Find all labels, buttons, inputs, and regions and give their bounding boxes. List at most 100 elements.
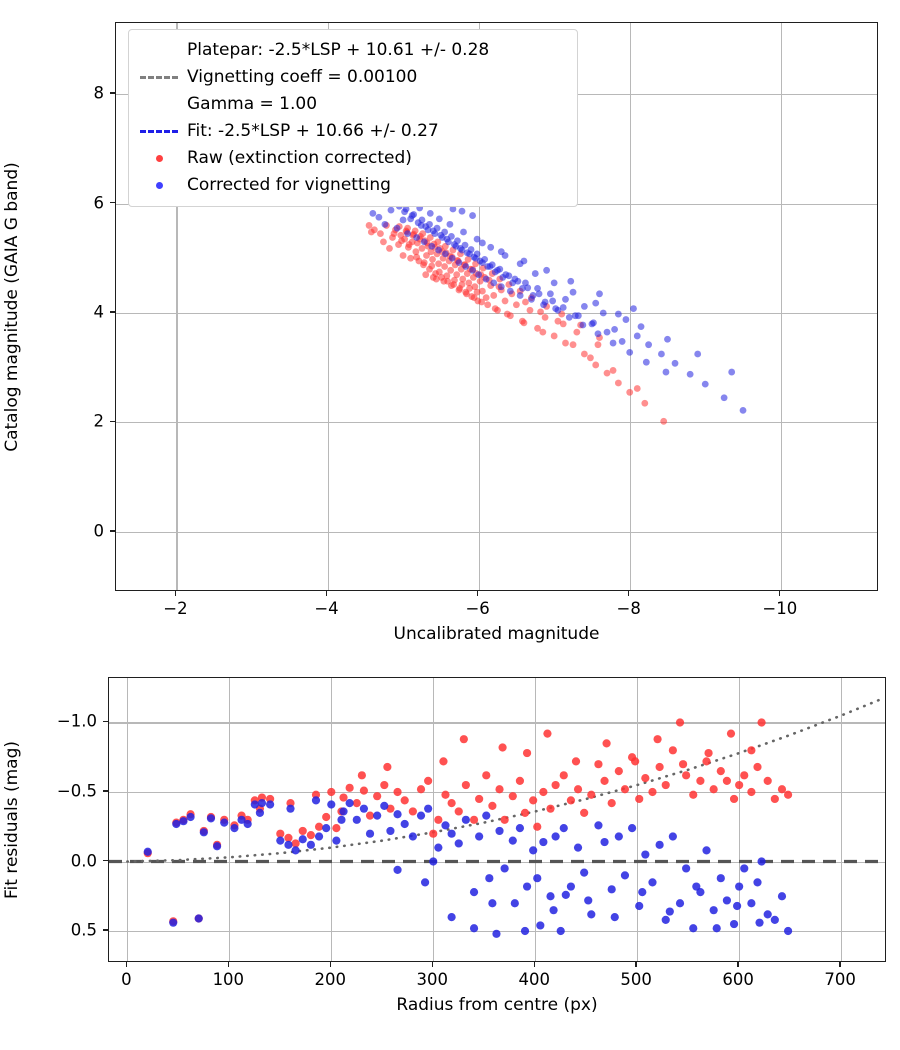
- fit-residuals-data-point: [416, 785, 426, 794]
- photometric-calibration-data-point: [467, 246, 475, 253]
- fit-residuals-data-point: [257, 799, 267, 808]
- photometric-calibration-data-point: [497, 283, 505, 291]
- fit-residuals-gridline-horizontal: [109, 722, 885, 724]
- fit-residuals-data-point: [573, 843, 583, 852]
- fit-residuals-data-point: [286, 804, 295, 813]
- fit-residuals-data-point: [704, 748, 713, 758]
- fit-residuals-data-point: [653, 735, 662, 744]
- photometric-calibration-data-point: [516, 292, 524, 299]
- fit-residuals-data-point: [747, 899, 756, 908]
- photometric-calibration-data-point: [454, 237, 461, 245]
- fit-residuals-data-point: [689, 790, 698, 799]
- fit-residuals-data-point: [631, 757, 640, 766]
- photometric-calibration-data-point: [535, 290, 543, 298]
- fit-residuals-data-point: [250, 800, 259, 809]
- photometric-calibration-data-point: [594, 330, 602, 338]
- photometric-calibration-data-point: [534, 324, 541, 332]
- fit-residuals-data-point: [682, 864, 691, 873]
- fit-residuals-data-point: [620, 785, 630, 794]
- photometric-calibration-ylabel: Catalog magnitude (GAIA G band): [2, 161, 22, 452]
- photometric-calibration-data-point: [478, 287, 486, 295]
- photometric-calibration-xtick-label: −8: [616, 599, 641, 618]
- fit-residuals-data-point: [549, 906, 558, 915]
- legend-label-gamma: Gamma = 1.00: [187, 94, 318, 114]
- fit-residuals-data-point: [199, 828, 208, 837]
- photometric-calibration-data-point: [367, 228, 375, 236]
- photometric-calibration-data-point: [522, 298, 529, 306]
- photometric-calibration-ytick-label: 6: [93, 193, 105, 213]
- legend-row: Raw (extinction corrected): [137, 145, 567, 172]
- photometric-calibration-data-point: [664, 335, 671, 343]
- fit-residuals-data-point: [763, 776, 772, 785]
- photometric-calibration-data-point: [429, 274, 437, 281]
- fit-residuals-data-point: [668, 832, 677, 841]
- fit-residuals-data-point: [276, 836, 285, 845]
- fit-residuals-data-point: [498, 743, 507, 752]
- fit-residuals-data-point: [594, 760, 603, 769]
- fit-residuals-data-point: [447, 913, 456, 922]
- photometric-calibration-data-point: [434, 238, 442, 246]
- photometric-calibration-data-point: [478, 239, 486, 247]
- photometric-calibration-data-point: [365, 222, 373, 229]
- photometric-calibration-xtick-label: −10: [762, 599, 798, 618]
- photometric-calibration-data-point: [399, 252, 407, 259]
- fit-residuals-data-point: [314, 832, 324, 841]
- fit-residuals-data-point: [339, 793, 348, 802]
- photometric-calibration-data-point: [393, 224, 401, 232]
- fit-residuals-data-point: [539, 787, 548, 797]
- photometric-calibration-data-point: [622, 316, 630, 323]
- photometric-calibration-data-point: [407, 254, 415, 262]
- fit-residuals-data-point: [770, 915, 779, 924]
- fit-residuals-ytick-mark: [103, 929, 108, 931]
- legend-row: Vignetting coeff = 0.00100: [137, 64, 567, 91]
- fit-residuals-data-point: [559, 824, 568, 833]
- fit-residuals-data-point: [702, 846, 711, 855]
- photometric-calibration-data-point: [658, 350, 665, 358]
- fit-residuals-gridline-vertical: [433, 678, 435, 961]
- fit-residuals-data-point: [757, 857, 766, 866]
- fit-residuals-data-point: [692, 882, 701, 891]
- fit-residuals-data-point: [408, 807, 417, 816]
- fit-residuals-data-point: [580, 808, 589, 817]
- photometric-calibration-data-point: [448, 254, 456, 262]
- fit-residuals-data-point: [424, 776, 433, 785]
- photometric-calibration-data-point: [377, 230, 384, 238]
- fit-residuals-xtick-mark: [125, 962, 128, 967]
- fit-residuals-data-point: [600, 837, 609, 847]
- fit-residuals-data-point: [434, 843, 443, 852]
- photometric-calibration-data-point: [390, 230, 398, 238]
- legend-label-platepar: Platepar: -2.5*LSP + 10.61 +/- 0.28: [187, 40, 490, 60]
- fit-residuals-data-point: [400, 796, 409, 805]
- photometric-calibration-data-point: [728, 368, 736, 376]
- fit-residuals-data-point: [559, 771, 568, 780]
- fit-residuals-data-point: [365, 829, 375, 838]
- fit-residuals-xtick-label: 400: [518, 970, 550, 989]
- fit-residuals-data-point: [529, 796, 538, 805]
- photometric-calibration-data-point: [420, 238, 428, 246]
- photometric-calibration-gridline-horizontal: [116, 531, 877, 533]
- photometric-calibration-data-point: [418, 216, 426, 224]
- legend-label-fit: Fit: -2.5*LSP + 10.66 +/- 0.27: [187, 121, 439, 141]
- fit-residuals-data-point: [230, 824, 239, 833]
- blue-dot-icon: [137, 172, 181, 199]
- photometric-calibration-data-point: [473, 288, 481, 296]
- photometric-calibration-data-point: [549, 297, 557, 305]
- legend-key-blank: [137, 91, 181, 118]
- fit-residuals-data-point: [373, 811, 382, 820]
- photometric-calibration-series: [369, 199, 747, 414]
- photometric-calibration-data-point: [497, 248, 505, 256]
- fit-residuals-data-point: [337, 815, 346, 824]
- photometric-calibration-gridline-vertical: [176, 23, 178, 590]
- fit-residuals-xtick-label: 500: [620, 970, 652, 989]
- legend-row: Gamma = 1.00: [137, 91, 567, 118]
- fit-residuals-gridline-horizontal: [109, 792, 885, 794]
- fit-residuals-data-point: [408, 832, 417, 841]
- photometric-calibration-data-point: [381, 220, 389, 228]
- fit-residuals-data-point: [655, 840, 664, 849]
- fit-residuals-data-point: [573, 785, 583, 794]
- fit-residuals-data-point: [635, 794, 644, 804]
- photometric-calibration-data-point: [459, 275, 467, 283]
- fit-residuals-data-point: [237, 815, 246, 824]
- fit-residuals-data-point: [755, 918, 764, 927]
- fit-residuals-data-point: [416, 811, 426, 820]
